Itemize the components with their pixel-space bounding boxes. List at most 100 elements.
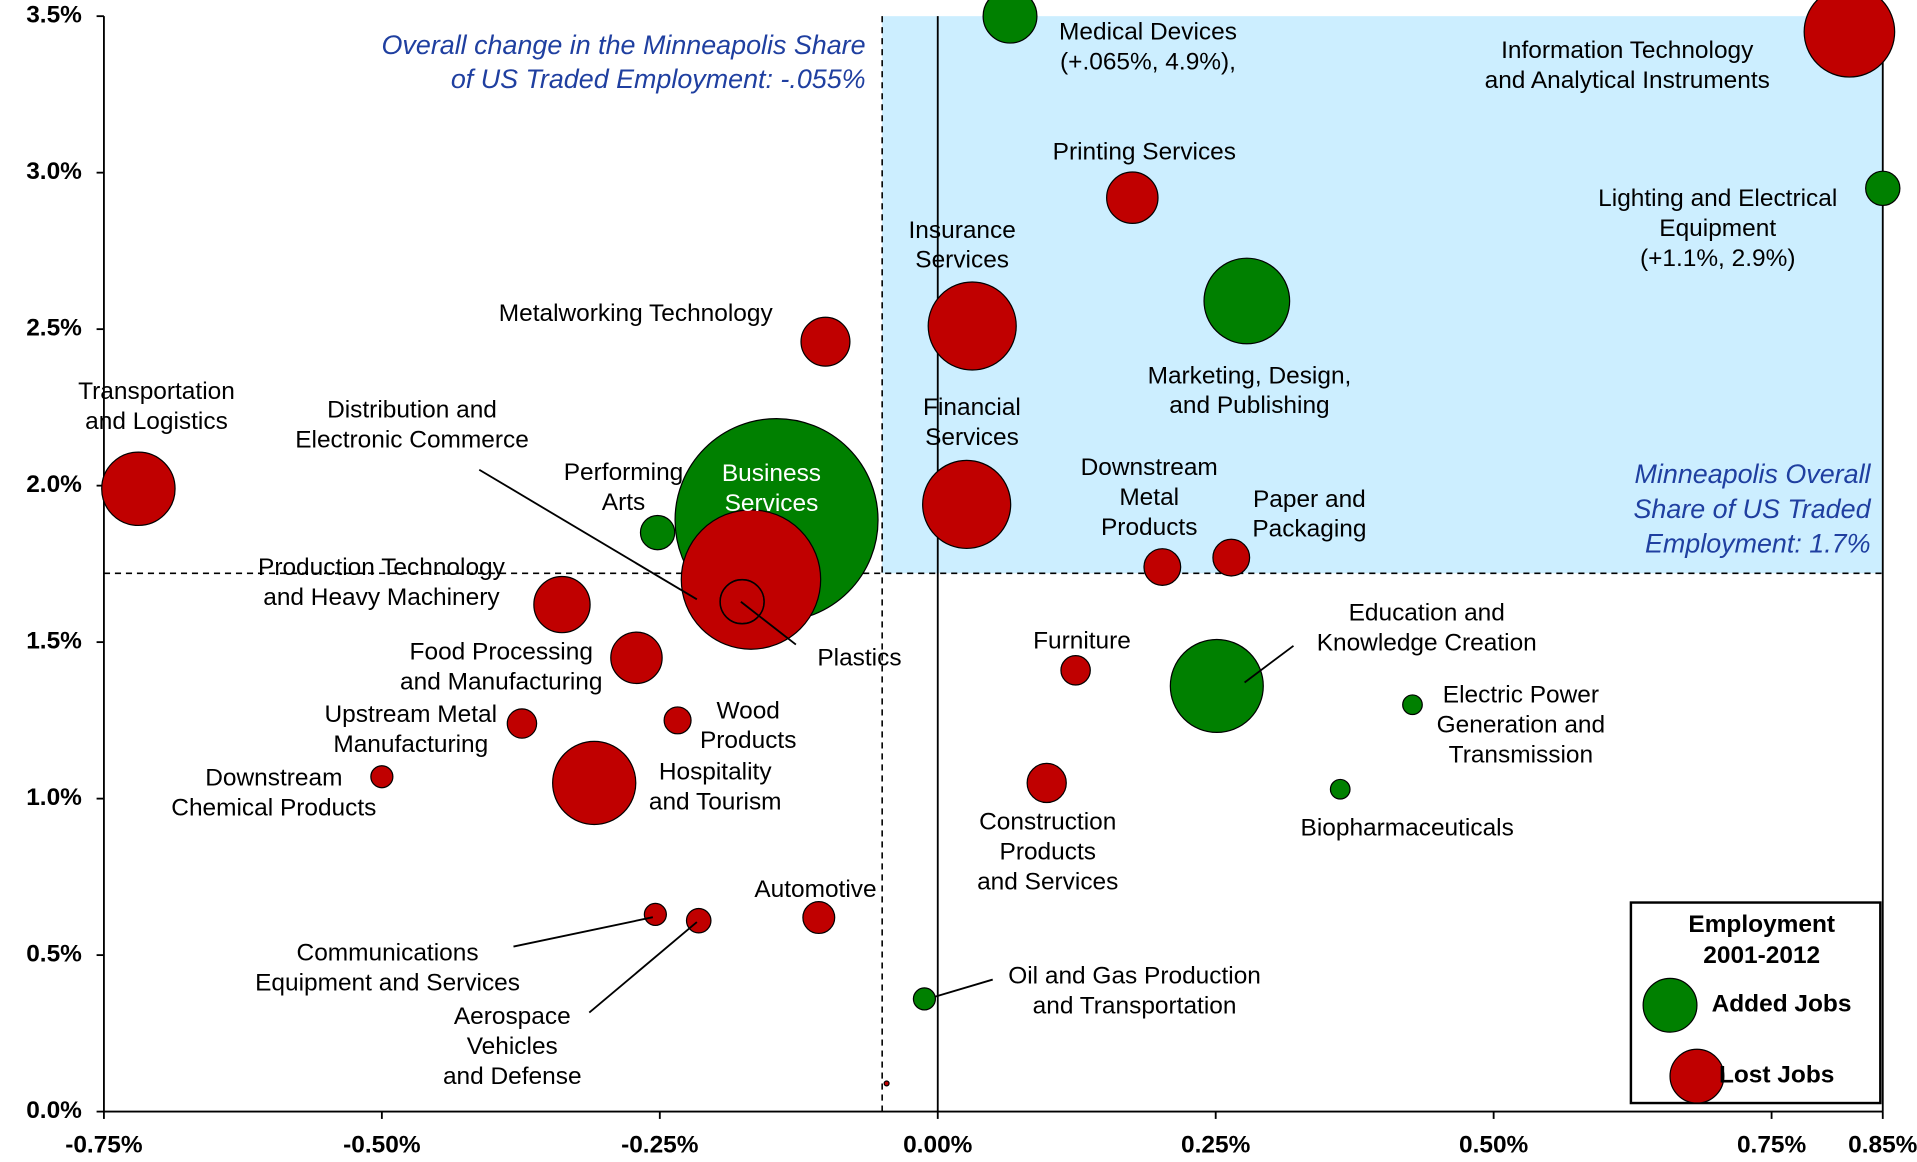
bubble-label: Business: [722, 460, 821, 487]
bubble: [883, 1080, 890, 1087]
bubble: [663, 706, 692, 735]
annotation: of US Traded Employment: -.055%: [451, 64, 866, 94]
bubble-label: Manufacturing: [333, 731, 488, 758]
bubble: [802, 901, 836, 935]
bubble-label: Education and: [1349, 599, 1505, 626]
annotation: Share of US Traded: [1634, 494, 1872, 524]
y-tick-label: 1.0%: [26, 784, 82, 811]
bubble-label: Oil and Gas Production: [1008, 963, 1261, 990]
bubble-label: Chemical Products: [171, 794, 376, 821]
bubble-label: Services: [915, 247, 1009, 274]
bubble-label: Equipment and Services: [255, 969, 520, 996]
leader-line: [935, 978, 993, 998]
bubble: [552, 740, 637, 826]
bubble: [685, 907, 712, 934]
bubble-label: Downstream: [205, 765, 342, 792]
bubble: [912, 987, 937, 1011]
bubble: [610, 631, 663, 685]
marks-layer: [101, 0, 1901, 1087]
bubble-label: Downstream: [1081, 454, 1218, 481]
annotation: Employment: 1.7%: [1645, 529, 1871, 559]
bubble-label: Distribution and: [327, 397, 497, 424]
leader-line: [740, 601, 797, 646]
bubble-label: and Defense: [443, 1063, 582, 1090]
bubble: [1212, 538, 1251, 577]
bubble-label: Arts: [602, 489, 645, 516]
y-tick-label: 0.0%: [26, 1097, 82, 1124]
bubble-label: Metalworking Technology: [499, 300, 774, 327]
bubble: [1865, 170, 1901, 207]
bubble-label: Products: [1101, 514, 1197, 541]
bubble-label: Communications: [297, 939, 479, 966]
legend-swatch: [1669, 1048, 1725, 1104]
y-tick-label: 0.5%: [26, 941, 82, 968]
x-tick-label: 0.75%: [1737, 1131, 1807, 1158]
bubble: [1402, 694, 1423, 716]
bubble-label: Generation and: [1437, 711, 1605, 738]
y-tick-label: 3.5%: [26, 2, 82, 29]
y-tick-label: 3.0%: [26, 158, 82, 185]
bubble-label: Electronic Commerce: [295, 426, 529, 453]
bubble-label: Medical Devices: [1059, 19, 1237, 46]
bubble-label: Wood: [717, 697, 780, 724]
legend-title: Employment: [1688, 911, 1835, 938]
bubble-label: Electric Power: [1443, 681, 1599, 708]
bubble-label: Equipment: [1659, 215, 1776, 242]
bubble-label: Performing: [564, 459, 684, 486]
text-layer: 0.0% 0.5% 1.0% 1.5% 2.0% 2.5% 3.0% 3.5% -0.75% -0…: [26, 2, 1917, 1159]
y-tick-label: 2.0%: [26, 471, 82, 498]
bubble-label: Aerospace: [454, 1003, 571, 1030]
bubble-label: Lighting and Electrical: [1598, 185, 1837, 212]
bubble-label: and Heavy Machinery: [263, 584, 500, 611]
bubble-label: Transmission: [1449, 741, 1593, 768]
bubble: [1026, 762, 1067, 804]
y-tick-label: 2.5%: [26, 315, 82, 342]
x-tick-label: 0.25%: [1181, 1131, 1251, 1158]
legend-label: Lost Jobs: [1719, 1062, 1834, 1089]
bubble-label: Financial: [923, 394, 1021, 421]
bubble-label: Plastics: [817, 645, 901, 672]
x-tick-label: -0.75%: [65, 1131, 143, 1158]
bubble-label: Food Processing: [410, 639, 593, 666]
bubble-label: Metal: [1119, 484, 1179, 511]
bubble-label: Knowledge Creation: [1317, 629, 1537, 656]
bubble-label: Furniture: [1033, 628, 1131, 655]
bubble-label: Services: [725, 490, 819, 517]
bubble-label: Production Technology: [258, 554, 506, 581]
bubble-label: Vehicles: [467, 1033, 558, 1060]
bubble-label: Insurance: [909, 217, 1016, 244]
x-tick-label: -0.50%: [343, 1131, 421, 1158]
bubble: [1169, 638, 1264, 734]
x-tick-label: -0.25%: [621, 1131, 699, 1158]
legend-title: 2001-2012: [1703, 942, 1820, 969]
bubble: [922, 459, 1012, 550]
bubble-label: and Tourism: [649, 788, 782, 815]
bubble: [982, 0, 1038, 44]
bubble-label: Products: [700, 727, 796, 754]
y-tick-label: 1.5%: [26, 628, 82, 655]
bubble-label: Hospitality: [659, 758, 773, 785]
bubble: [800, 316, 851, 367]
leader-line: [513, 916, 654, 948]
bubble-label: and Transportation: [1033, 993, 1237, 1020]
bubble-label: (+1.1%, 2.9%): [1640, 245, 1796, 272]
bubble-label: Construction: [979, 809, 1116, 836]
bubble-label: Biopharmaceuticals: [1301, 815, 1514, 842]
bubble-label: Paper and: [1253, 486, 1366, 513]
x-tick-label: 0.85%: [1848, 1131, 1917, 1158]
bubble: [101, 451, 176, 527]
leader-line: [478, 468, 698, 601]
bubble-label: Transportation: [78, 378, 235, 405]
bubble: [1329, 778, 1351, 800]
x-tick-label: 0.50%: [1459, 1131, 1529, 1158]
bubble-label: and Logistics: [85, 408, 228, 435]
bubble-label: Upstream Metal: [325, 701, 497, 728]
bubble-label: Automotive: [754, 876, 876, 903]
bubble: [927, 281, 1017, 371]
bubble-label: Products: [1000, 838, 1096, 865]
bubble: [370, 765, 394, 789]
shaded-quadrant: [882, 16, 1883, 574]
bubble-label: and Analytical Instruments: [1485, 67, 1770, 94]
bubble-label: Information Technology: [1501, 37, 1754, 64]
